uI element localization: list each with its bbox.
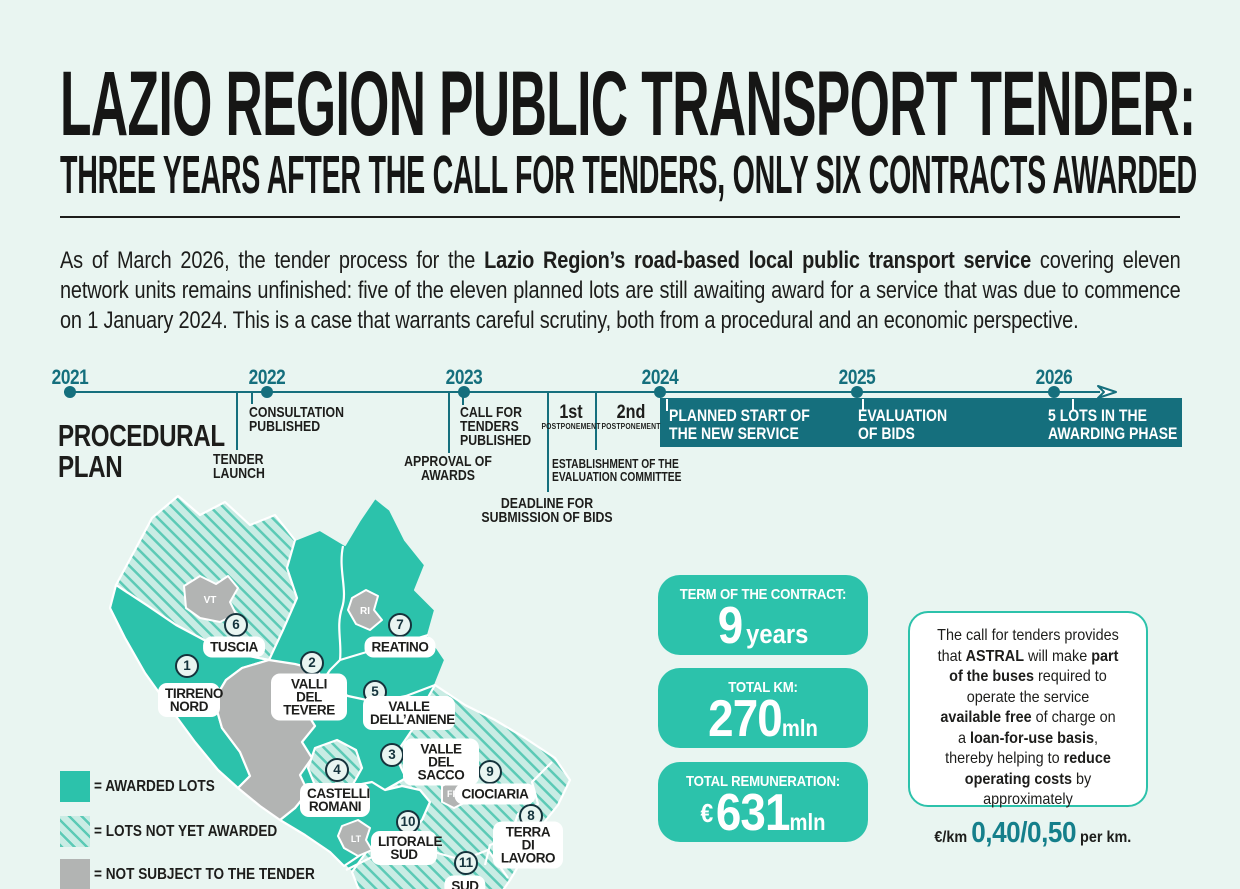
rieti-code-label: RI (360, 606, 370, 617)
lot-label-reatino: REATINO (364, 636, 436, 658)
stat-currency-remuneration: € (700, 798, 714, 828)
price-suffix: per km. (1076, 828, 1132, 846)
astral-note-price: €/km 0,40/0,50 per km. (934, 816, 1131, 850)
timeline-dot-2023 (458, 386, 470, 398)
tick-deadline (547, 392, 549, 492)
lot-badge-3: 3 (380, 743, 404, 767)
timeline-bar-event-awarding: 5 LOTS IN THE AWARDING PHASE (1048, 407, 1178, 443)
price-value: 0,40/0,50 (971, 816, 1077, 849)
timeline-phase-bar: PLANNED START OF THE NEW SERVICE EVALUAT… (660, 398, 1182, 447)
stat-value-km: 270mln (671, 693, 856, 755)
timeline-event-approval: APPROVAL OF AWARDS (404, 453, 492, 484)
lot-badge-10: 10 (396, 810, 420, 834)
stat-unit-remuneration: mln (789, 809, 826, 835)
stat-card-remuneration: TOTAL REMUNERATION: €631mln (658, 762, 868, 842)
timeline-axis (64, 391, 1100, 393)
timeline-year-2026: 2026 (1035, 366, 1073, 389)
lot-badge-9: 9 (478, 760, 502, 784)
legend-label-awarded: = AWARDED LOTS (94, 778, 215, 795)
intro-paragraph: As of March 2026, the tender process for… (60, 247, 1181, 334)
timeline-event-postponement-2: 2nd POSTPONEMENT (601, 402, 661, 431)
legend-label-excluded: = NOT SUBJECT TO THE TENDER (94, 866, 315, 883)
timeline-year-2024: 2024 (641, 366, 679, 389)
lot-label-valli-del-tevere: VALLI DEL TEVERE (271, 673, 347, 721)
astral-note-text: The call for tenders provides that ASTRA… (937, 627, 1119, 808)
lot-label-tuscia: TUSCIA (203, 636, 265, 658)
timeline-year-2023: 2023 (445, 366, 483, 389)
page-subtitle: THREE YEARS AFTER THE CALL FOR TENDERS, … (60, 145, 1197, 205)
stat-unit-term: years (746, 619, 809, 649)
viterbo-code-label: VT (204, 595, 217, 606)
latina-code-label: LT (351, 834, 362, 844)
lot-label-litorale-sud: LITORALE SUD (371, 831, 442, 865)
timeline-event-call-for-tenders: CALL FOR TENDERS PUBLISHED (460, 404, 532, 449)
lot-badge-11: 11 (454, 851, 478, 875)
viterbo-excluded-shape (183, 575, 239, 623)
tick-consultation (251, 392, 253, 404)
lot-badge-2: 2 (300, 651, 324, 675)
stat-number-term: 9 (717, 597, 743, 655)
lot-badge-1: 1 (175, 654, 199, 678)
header-divider (60, 216, 1180, 218)
timeline-dot-2024 (654, 386, 666, 398)
timeline-event-deadline: DEADLINE FOR SUBMISSION OF BIDS (481, 495, 613, 526)
bar-tick-2024 (666, 399, 668, 411)
timeline-dot-2021 (64, 386, 76, 398)
timeline-event-consultation: CONSULTATION PUBLISHED (249, 404, 344, 435)
timeline-year-2025: 2025 (838, 366, 876, 389)
timeline-year-2022: 2022 (248, 366, 286, 389)
stat-value-term: 9 years (671, 600, 856, 662)
timeline-bar-event-planned-start: PLANNED START OF THE NEW SERVICE (669, 407, 810, 443)
lot-badge-6: 6 (224, 613, 248, 637)
tick-tender-launch (236, 392, 238, 450)
lot-label-ciociaria: CIOCIARIA (454, 783, 536, 805)
timeline-year-2021: 2021 (51, 366, 89, 389)
border-tevere-reatino (338, 545, 346, 661)
timeline-dot-2022 (261, 386, 273, 398)
tick-approval (448, 392, 450, 453)
stat-label-km: TOTAL KM: (728, 679, 798, 696)
legend-swatch-not-awarded (60, 816, 90, 847)
lot-badge-7: 7 (388, 613, 412, 637)
stat-card-km: TOTAL KM: 270mln (658, 668, 868, 748)
timeline-event-tender-launch: TENDER LAUNCH (213, 451, 265, 482)
stat-number-km: 270 (708, 690, 783, 748)
stat-unit-km: mln (781, 715, 818, 741)
lot-label-valle-del-sacco: VALLE DEL SACCO (403, 738, 479, 786)
bar-tick-2025 (862, 399, 864, 411)
lot-6-tuscia-shape (114, 494, 299, 662)
lazio-lots-map: VT RI FR LT 1 2 3 4 5 6 7 8 9 10 11 TIRR… (90, 490, 670, 889)
legend-swatch-awarded (60, 771, 90, 802)
timeline-event-postponement-1: 1st POSTPONEMENT (541, 402, 601, 431)
lot-badge-4: 4 (325, 758, 349, 782)
timeline-dot-2025 (851, 386, 863, 398)
legend-swatch-excluded (60, 859, 90, 889)
stat-card-term: TERM OF THE CONTRACT: 9 years (658, 575, 868, 655)
timeline-event-committee: ESTABLISHMENT OF THE EVALUATION COMMITTE… (552, 457, 682, 484)
astral-note-box: The call for tenders provides that ASTRA… (908, 611, 1148, 849)
stat-label-remuneration: TOTAL REMUNERATION: (685, 773, 841, 790)
lot-label-castelli-romani: CASTELLI ROMANI (300, 783, 370, 817)
stat-label-term: TERM OF THE CONTRACT: (679, 586, 847, 603)
bar-tick-2026 (1072, 399, 1074, 411)
stat-number-remuneration: 631 (715, 784, 791, 842)
lot-label-sud: SUD (444, 875, 486, 889)
legend-label-not-awarded: = LOTS NOT YET AWARDED (94, 823, 278, 840)
border-ciociaria-terra-di-lavoro (483, 761, 553, 866)
tick-committee (595, 392, 597, 450)
timeline-dot-2026 (1048, 386, 1060, 398)
tick-call-for-tenders (462, 392, 464, 405)
page-title: LAZIO REGION PUBLIC TRANSPORT TENDER: (60, 53, 1196, 155)
frosinone-code-label: FR (447, 789, 459, 799)
lot-label-tirreno-nord: TIRRENO NORD (158, 683, 223, 717)
timeline-bar-event-evaluation: EVALUATION OF BIDS (858, 407, 948, 443)
rieti-excluded-shape (347, 589, 383, 631)
timeline-section-label: PROCEDURAL PLAN (58, 418, 225, 484)
lot-label-terra-di-lavoro: TERRA DI LAVORO (493, 821, 563, 869)
stat-value-remuneration: €631mln (671, 787, 856, 849)
lot-label-valle-dell-aniene: VALLE DELL’ANIENE (363, 696, 455, 730)
price-prefix: €/km (934, 828, 972, 846)
